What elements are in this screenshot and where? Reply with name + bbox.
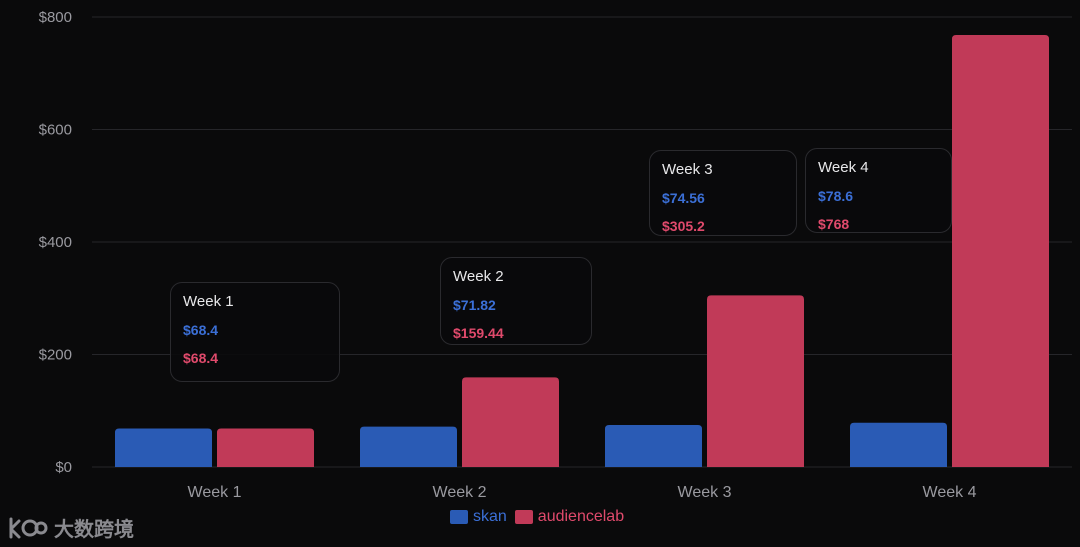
bar-audiencelab-1[interactable] [217, 428, 314, 467]
tooltip-week-1: Week 1 $68.4 $68.4 [170, 282, 340, 382]
bar-audiencelab-2[interactable] [462, 377, 559, 467]
tooltip-skan-value: $71.82 [453, 297, 496, 313]
y-tick-label: $600 [39, 122, 72, 139]
kbd-logo-icon [9, 517, 48, 538]
bar-audiencelab-4[interactable] [952, 35, 1049, 467]
tooltip-title: Week 3 [662, 161, 713, 178]
tooltip-audiencelab-value: $159.44 [453, 325, 504, 341]
tooltip-week-3: Week 3 $74.56 $305.2 [649, 150, 797, 236]
y-tick-label: $0 [55, 459, 72, 476]
bar-skan-2[interactable] [360, 426, 457, 467]
tooltip-title: Week 2 [453, 268, 504, 285]
tooltip-audiencelab-value: $68.4 [183, 350, 219, 366]
bar-audiencelab-3[interactable] [707, 295, 804, 467]
x-tick-label: Week 3 [678, 484, 732, 501]
bar-skan-4[interactable] [850, 422, 947, 467]
chart-legend: skan audiencelab [450, 508, 624, 526]
tooltip-title: Week 1 [183, 293, 234, 310]
tooltip-skan-value: $68.4 [183, 322, 219, 338]
tooltip-week-2: Week 2 $71.82 $159.44 [440, 257, 592, 345]
bar-skan-3[interactable] [605, 425, 702, 467]
tooltip-week-4: Week 4 $78.6 $768 [805, 148, 952, 233]
watermark-text: 大数跨境 [54, 519, 134, 541]
y-tick-label: $200 [39, 347, 72, 364]
tooltip-title: Week 4 [818, 159, 869, 176]
legend-label-audiencelab: audiencelab [537, 508, 625, 525]
legend-item-skan[interactable]: skan [450, 508, 507, 526]
tooltip-skan-value: $78.6 [818, 188, 854, 204]
watermark: 大数跨境 [8, 513, 134, 542]
legend-swatch-skan [450, 510, 468, 524]
bar-skan-1[interactable] [115, 428, 212, 467]
y-tick-label: $400 [39, 234, 72, 251]
legend-item-audiencelab[interactable]: audiencelab [514, 508, 625, 526]
tooltip-audiencelab-value: $305.2 [662, 218, 705, 234]
x-tick-label: Week 4 [923, 484, 977, 501]
x-tick-label: Week 2 [433, 484, 487, 501]
tooltip-skan-value: $74.56 [662, 190, 705, 206]
legend-label-skan: skan [473, 508, 507, 525]
tooltip-audiencelab-value: $768 [818, 216, 850, 232]
legend-swatch-audiencelab [514, 510, 533, 524]
y-tick-label: $800 [39, 9, 72, 26]
x-tick-label: Week 1 [188, 484, 242, 501]
